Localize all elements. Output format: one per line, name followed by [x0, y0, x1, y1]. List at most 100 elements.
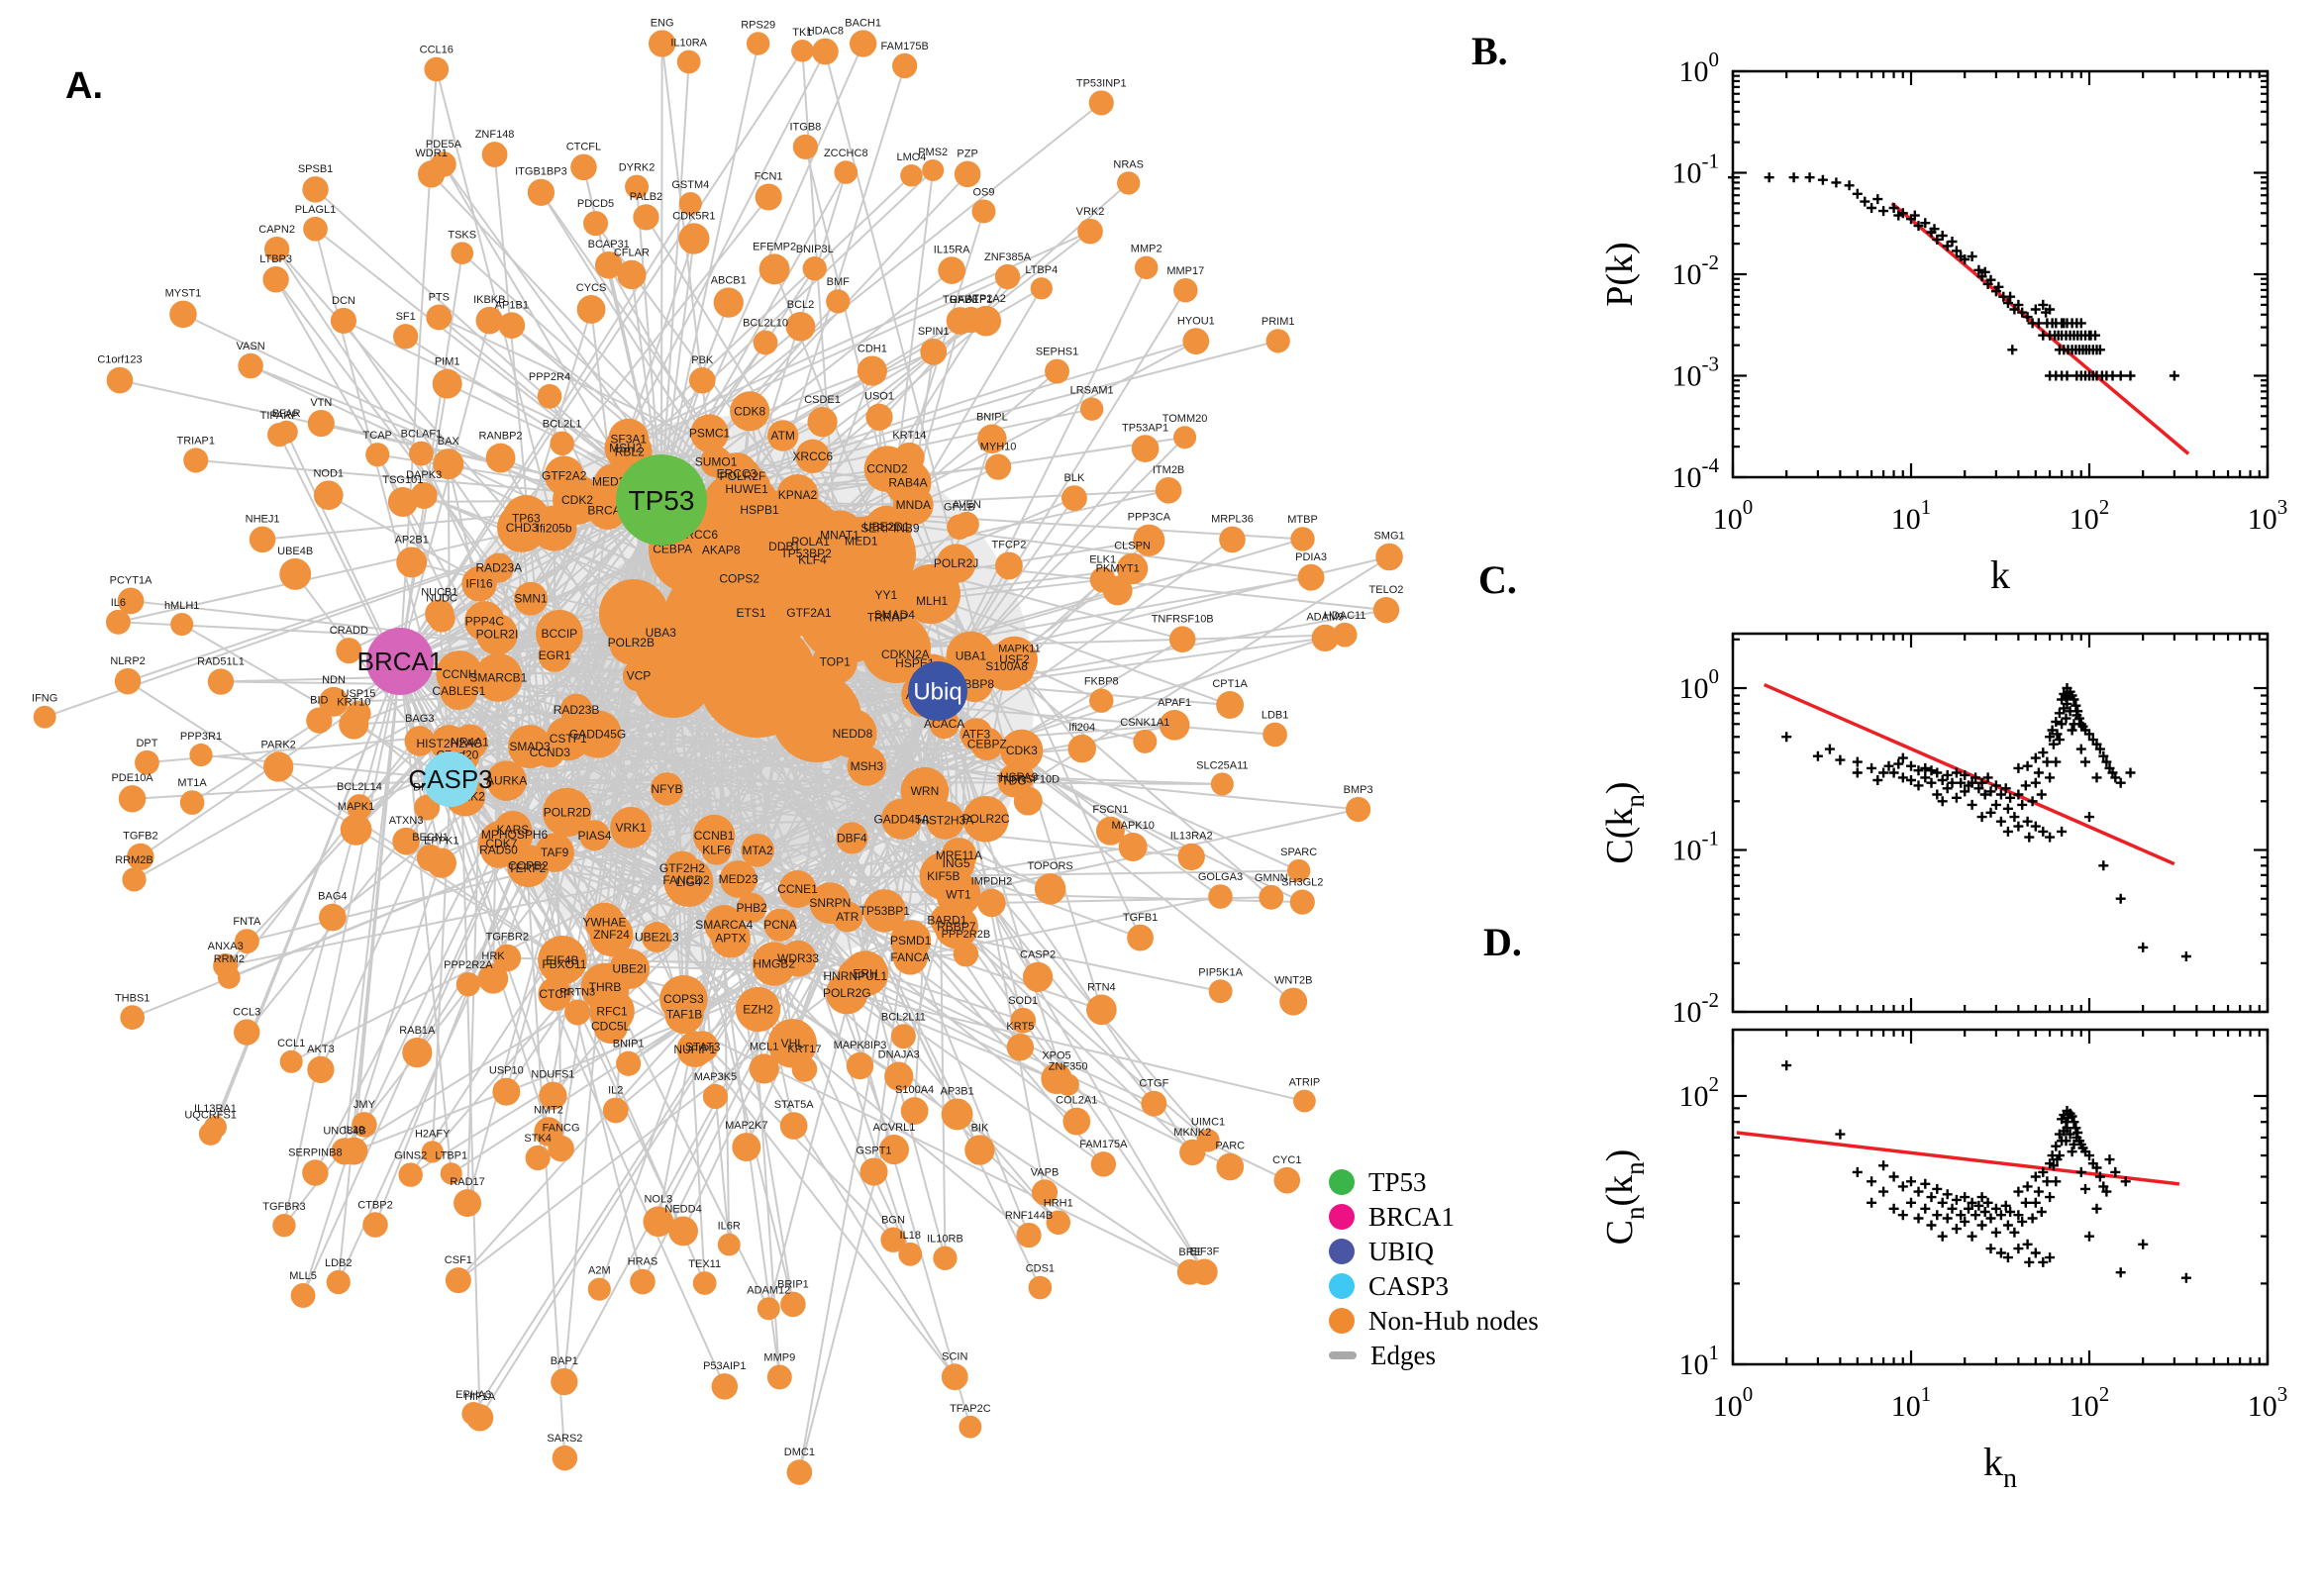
network-node-label: WNT2B — [1274, 975, 1313, 987]
network-node — [302, 1159, 329, 1186]
network-node-label: KLF6 — [702, 843, 731, 856]
network-node — [766, 1364, 792, 1390]
network-node-label: TOPORS — [1028, 860, 1073, 872]
network-node — [1311, 624, 1339, 652]
network-node-label: HIF1A — [464, 1391, 496, 1403]
axis-ticks — [1731, 634, 2270, 1014]
network-node-label: TGFBR3 — [262, 1201, 305, 1213]
network-node — [880, 1227, 906, 1252]
network-node-label: KLF4 — [798, 553, 827, 567]
network-node — [542, 787, 592, 838]
network-node-label: BACH1 — [845, 17, 881, 29]
network-node — [633, 204, 659, 231]
network-node — [1155, 476, 1182, 504]
network-node — [1173, 426, 1197, 449]
network-node-label: IL15RA — [934, 244, 970, 255]
network-node-label: SERPINB8 — [288, 1147, 342, 1158]
node-swatch-icon — [1329, 1273, 1355, 1299]
node-swatch-icon — [1329, 1308, 1355, 1334]
network-node — [795, 439, 830, 473]
network-node — [719, 860, 758, 898]
network-node-label: HRAS — [628, 1256, 658, 1268]
plot-frame — [1731, 69, 2270, 479]
network-node-label: C1orf123 — [97, 354, 142, 366]
tick-label: 101 — [1891, 1382, 1932, 1423]
network-node — [477, 963, 509, 994]
network-node — [1273, 1166, 1301, 1194]
network-node-label: MAPK8IP3 — [834, 1040, 887, 1051]
network-node — [795, 543, 830, 577]
tick-label: 102 — [1679, 1072, 1720, 1113]
network-node — [452, 724, 488, 760]
network-node-label: DAPK3 — [406, 469, 442, 481]
network-node — [616, 1050, 642, 1076]
network-node — [279, 557, 312, 590]
network-node — [414, 794, 441, 821]
network-node-label: SERPINB9 — [860, 522, 920, 536]
network-node — [922, 158, 945, 182]
network-node — [183, 448, 209, 473]
network-nodes — [33, 30, 1403, 1485]
network-node — [576, 295, 606, 324]
network-node — [122, 867, 147, 892]
network-node — [279, 1049, 303, 1073]
network-node — [433, 449, 464, 480]
network-node — [538, 936, 587, 985]
hub-node-brca1 — [366, 628, 434, 695]
network-node-label: CTBP2 — [357, 1199, 392, 1211]
network-node-label: AKT3 — [307, 1044, 335, 1055]
network-node-label: RPS29 — [741, 19, 775, 31]
network-node — [117, 587, 145, 615]
network-node-label: PDIA3 — [1295, 551, 1327, 563]
network-node-label: EIF3F — [1189, 1247, 1219, 1258]
network-node — [564, 999, 591, 1026]
network-node — [1216, 1152, 1245, 1181]
network-node-label: RBL2 — [615, 445, 645, 458]
network-node-label: DMC1 — [784, 1446, 815, 1458]
network-node-label: ITGB8 — [790, 122, 822, 134]
network-node — [1219, 526, 1246, 553]
network-node — [609, 948, 651, 989]
panel-a-label: A. — [65, 65, 103, 107]
network-node-label: GTF2H2 — [659, 861, 705, 875]
network-node — [711, 1373, 739, 1400]
network-node-label: MRE11A — [936, 848, 982, 862]
network-node-label: IL13RA2 — [1170, 831, 1213, 843]
network-node — [481, 142, 508, 168]
network-node-label: CSF1 — [445, 1254, 472, 1266]
network-node — [994, 263, 1021, 290]
network-node — [962, 795, 1009, 843]
network-node-label: RTN4 — [1087, 982, 1116, 994]
network-node — [127, 843, 154, 871]
network-node — [686, 1031, 719, 1063]
network-node — [692, 1271, 717, 1295]
network-node-label: TRRAP — [867, 611, 908, 625]
network-node-label: ADAM12 — [747, 1284, 790, 1296]
network-node — [1079, 397, 1104, 421]
network-node — [510, 851, 544, 885]
network-node — [525, 1145, 551, 1171]
network-node-label: MT1A — [177, 777, 207, 789]
hub-node-tp53 — [616, 454, 707, 546]
network-node-label: POLR2B — [608, 636, 655, 649]
tick-label: 100 — [1679, 664, 1720, 705]
network-node-label: COPB2 — [508, 859, 549, 873]
network-node — [313, 480, 344, 511]
network-node — [1196, 1129, 1220, 1152]
network-node-label: CASP2 — [1020, 949, 1056, 961]
network-node-label: MMP17 — [1166, 265, 1204, 277]
network-node — [527, 178, 556, 206]
network-node-label: VTN — [310, 397, 332, 409]
network-node-label: OS9 — [972, 186, 994, 198]
network-node-label: UQCRFS1 — [184, 1109, 237, 1121]
network-node-label: TNFRSF10D — [997, 774, 1060, 786]
panel-c-plot: 100 10-1 10-2 C(kn) — [1599, 632, 2270, 1029]
network-node-label: SMAD3 — [509, 740, 551, 753]
network-node-label: ENG — [651, 17, 674, 29]
network-node-label: TP53BP1 — [859, 904, 911, 918]
network-node-label: KIF5B — [927, 869, 960, 883]
network-node — [1088, 90, 1114, 116]
network-node — [1159, 710, 1190, 741]
network-node — [826, 289, 851, 314]
network-node-label: S100A4 — [895, 1084, 934, 1096]
